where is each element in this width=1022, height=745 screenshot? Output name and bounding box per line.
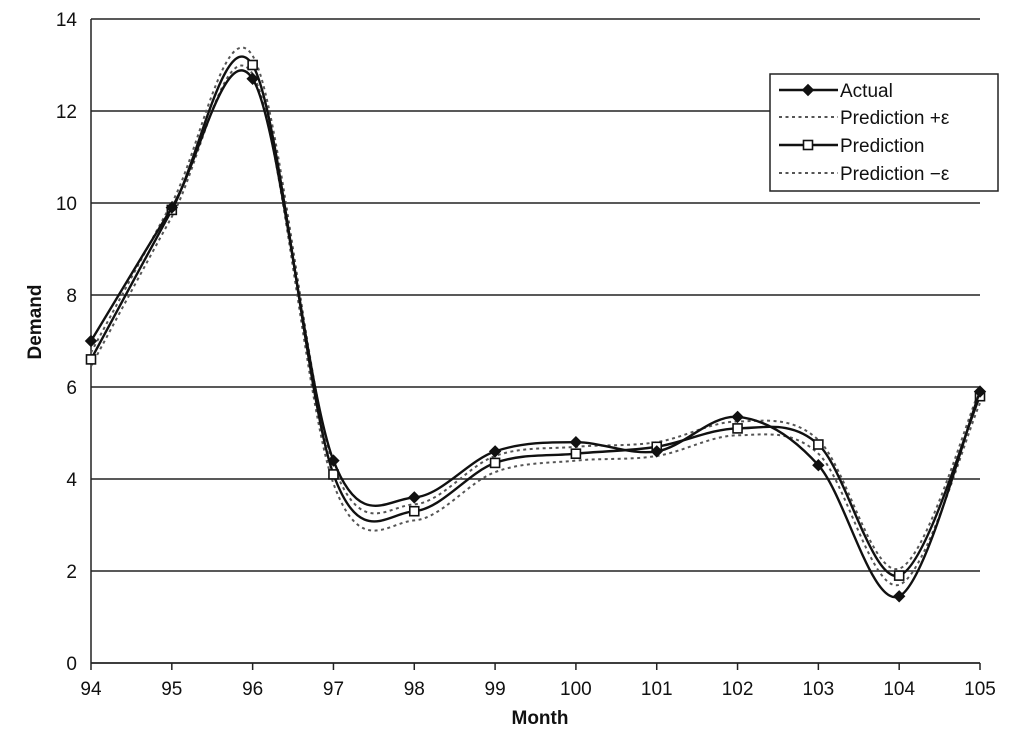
x-tick-label: 100 — [560, 679, 592, 700]
data-point-marker — [892, 590, 906, 603]
y-tick-label: 12 — [56, 102, 77, 123]
data-point-marker — [85, 354, 97, 365]
x-tick-label: 102 — [722, 679, 754, 700]
data-point-marker — [165, 201, 179, 214]
data-point-marker — [973, 385, 987, 398]
data-point-marker — [732, 423, 743, 434]
x-tick-label: 97 — [323, 679, 344, 700]
y-tick-label: 10 — [56, 194, 77, 215]
x-tick-label: 94 — [80, 679, 102, 700]
x-axis-title: Month — [512, 708, 569, 729]
x-tick-label: 105 — [964, 679, 996, 700]
series-group — [84, 46, 987, 603]
data-point-marker — [327, 454, 340, 467]
data-point-marker — [84, 334, 98, 348]
series-prediction — [85, 55, 986, 581]
legend-marker — [802, 139, 814, 151]
series-line — [90, 46, 981, 570]
y-tick-label: 4 — [66, 470, 77, 491]
data-point-marker — [408, 491, 421, 504]
y-tick-label: 6 — [66, 378, 77, 399]
y-tick-label: 14 — [56, 10, 78, 31]
y-tick-label: 8 — [66, 286, 77, 307]
data-point-marker — [488, 445, 502, 458]
data-point-marker — [569, 435, 583, 449]
data-point-marker — [570, 448, 582, 460]
legend-label: Prediction — [840, 136, 925, 157]
data-point-marker — [813, 439, 824, 450]
x-tick-label: 104 — [883, 679, 915, 700]
x-tick-label: 98 — [404, 679, 425, 700]
data-point-marker — [247, 59, 258, 71]
data-point-marker — [489, 457, 501, 469]
legend-marker — [801, 83, 815, 97]
x-tick-label: 99 — [485, 679, 506, 700]
legend-label: Actual — [840, 81, 893, 102]
y-axis-title: Demand — [25, 285, 46, 360]
y-tick-labels: 0 2 4 6 8 10 12 14 — [56, 10, 78, 675]
y-tick-label: 0 — [66, 654, 77, 675]
x-tick-label: 101 — [641, 679, 673, 700]
data-point-marker — [408, 505, 420, 517]
x-tick-label: 95 — [161, 679, 182, 700]
data-point-marker — [731, 410, 744, 424]
legend-label: Prediction +ε — [840, 108, 950, 129]
data-point-marker — [246, 72, 259, 86]
data-point-marker — [812, 458, 825, 472]
legend: Actual Prediction +ε Prediction Prediction … — [769, 73, 999, 192]
x-tick-label: 96 — [242, 679, 263, 700]
data-point-marker — [328, 469, 339, 480]
series-actual — [84, 69, 987, 603]
x-tick-label: 103 — [803, 679, 835, 700]
gridlines — [91, 18, 980, 664]
x-tick-labels: 94 95 96 97 98 99 100 101 102 103 104 105 — [80, 663, 996, 700]
y-tick-label: 2 — [66, 562, 77, 583]
data-point-marker — [893, 570, 905, 581]
data-point-marker — [650, 445, 663, 458]
legend-label: Prediction −ε — [840, 164, 950, 185]
series-line — [89, 55, 982, 577]
series-prediction-plus-epsilon — [90, 46, 981, 570]
